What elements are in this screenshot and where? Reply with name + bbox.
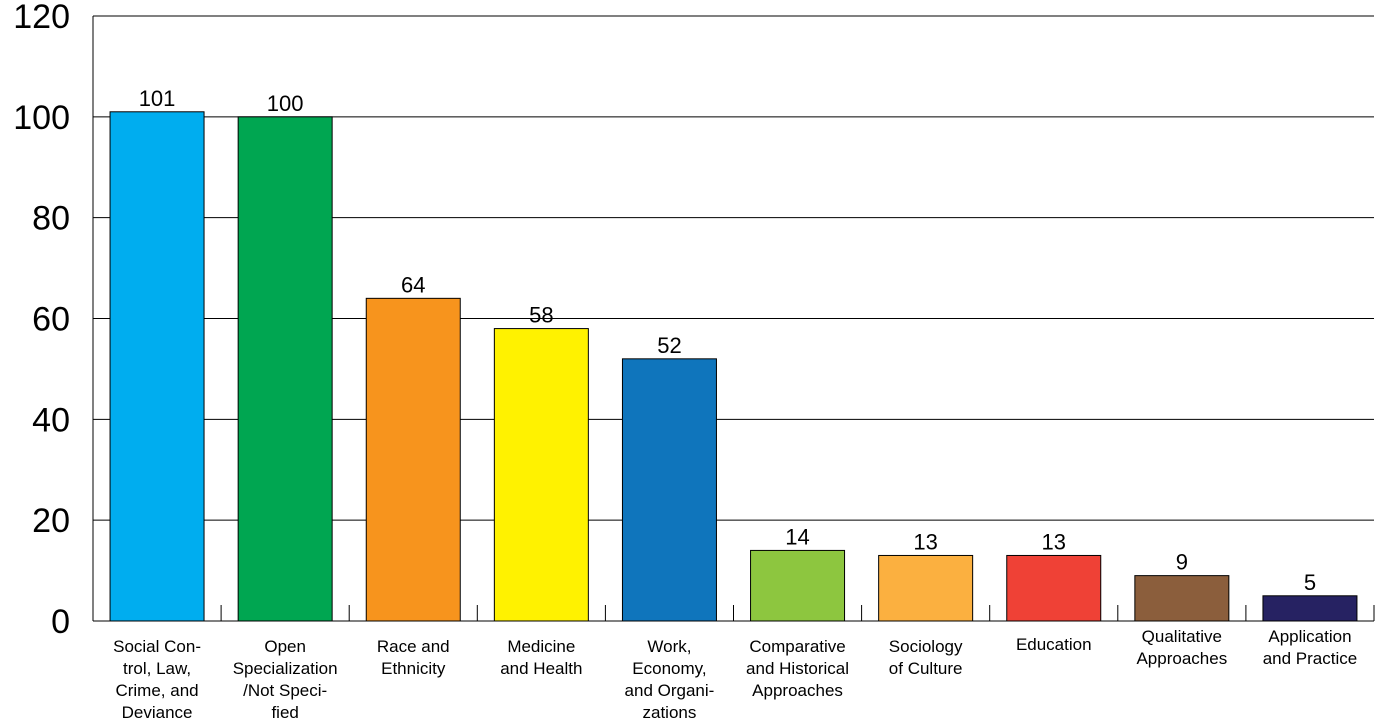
- x-tick-label-line: Approaches: [752, 681, 843, 700]
- x-tick-label: Application and Practice: [1263, 627, 1358, 668]
- x-tick-label-line: Specialization: [233, 659, 338, 678]
- x-tick-label-line: Sociology: [889, 637, 963, 656]
- x-tick-label: Medicine and Health: [500, 637, 582, 678]
- bar: [1134, 575, 1230, 622]
- y-tick-label: 60: [32, 301, 70, 339]
- bar: [237, 116, 333, 622]
- data-label: 101: [139, 86, 176, 111]
- x-tick-label-line: Crime, and: [115, 681, 198, 700]
- x-tick-label-line: Economy,: [632, 659, 706, 678]
- x-tick-label-line: Ethnicity: [381, 659, 446, 678]
- data-labels: 101 100 64 58 52 14 13 13 9 5: [139, 86, 1316, 595]
- data-label: 13: [1042, 529, 1066, 554]
- x-tick-label: Sociology of Culture: [889, 637, 963, 678]
- x-tick-label-line: and Historical: [746, 659, 849, 678]
- data-label: 13: [913, 529, 937, 554]
- x-tick-label-line: Education: [1016, 635, 1092, 654]
- bars: [109, 111, 1358, 622]
- data-label: 58: [529, 303, 553, 328]
- x-tick-label-line: and Organi-: [625, 681, 715, 700]
- x-tick-label: Social Con-trol, Law, Crime, and Deviance: [113, 637, 201, 722]
- x-tick-label-line: of Culture: [889, 659, 963, 678]
- bar: [878, 554, 974, 622]
- bar: [365, 297, 461, 622]
- x-tick-label-line: Work,: [647, 637, 691, 656]
- y-tick-label: 120: [13, 0, 70, 36]
- x-tick-label-line: Deviance: [122, 703, 193, 722]
- x-tick-label-line: and Health: [500, 659, 582, 678]
- y-tick-label: 20: [32, 502, 70, 540]
- x-tick-label-line: Open: [264, 637, 306, 656]
- data-label: 52: [657, 333, 681, 358]
- data-label: 14: [785, 524, 809, 549]
- x-tick-label-line: fied: [271, 703, 298, 722]
- x-tick-label-line: Medicine: [507, 637, 575, 656]
- data-label: 100: [267, 91, 304, 116]
- x-tick-label-line: Social Con-: [113, 637, 201, 656]
- x-tick-label: Qualitative Approaches: [1136, 627, 1227, 668]
- x-tick-label: Race and Ethnicity: [377, 637, 450, 678]
- x-tick-label: Education: [1016, 635, 1092, 654]
- x-tick-label-line: /Not Speci-: [243, 681, 327, 700]
- x-tick-label-line: Approaches: [1136, 649, 1227, 668]
- y-tick-label: 80: [32, 200, 70, 238]
- y-tick-label: 0: [51, 603, 70, 641]
- data-label: 64: [401, 272, 425, 297]
- x-tick-label-line: trol, Law,: [123, 659, 191, 678]
- bar: [621, 358, 717, 622]
- data-label: 5: [1304, 570, 1316, 595]
- y-tick-label: 40: [32, 401, 70, 439]
- x-tick-label-line: Application: [1268, 627, 1351, 646]
- x-tick-label: Open Specialization/Not Speci-fied: [233, 637, 338, 722]
- y-axis-tick-labels: 0 20 40 60 80 100 120: [13, 0, 70, 641]
- y-tick-label: 100: [13, 99, 70, 137]
- axes: [92, 16, 1375, 622]
- bar: [493, 328, 589, 622]
- x-tick-label-line: and Practice: [1263, 649, 1358, 668]
- x-tick-label: Work, Economy, and Organi-zations: [625, 637, 715, 722]
- data-label: 9: [1176, 550, 1188, 575]
- x-tick-label-line: Qualitative: [1142, 627, 1222, 646]
- bar: [1006, 554, 1102, 622]
- x-tick-label-line: zations: [643, 703, 697, 722]
- x-axis-category-labels: Social Con-trol, Law, Crime, and Deviance O…: [113, 627, 1357, 722]
- bar: [750, 549, 846, 622]
- x-tick-label-line: Comparative: [749, 637, 845, 656]
- bar: [1262, 595, 1358, 622]
- x-tick-label: Comparative and Historical Approaches: [746, 637, 849, 700]
- bar: [109, 111, 205, 622]
- x-tick-label-line: Race and: [377, 637, 450, 656]
